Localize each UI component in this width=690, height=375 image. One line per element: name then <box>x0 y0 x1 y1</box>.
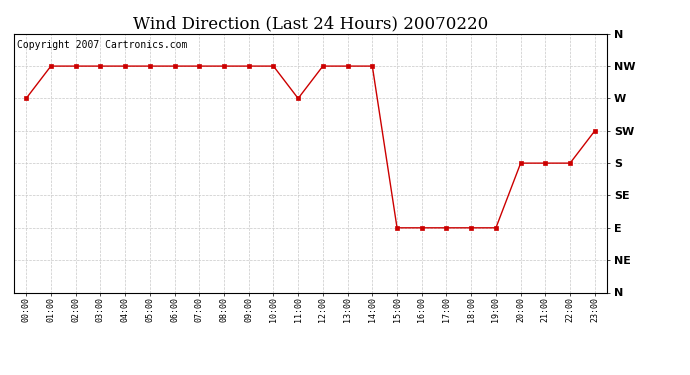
Text: Copyright 2007 Cartronics.com: Copyright 2007 Cartronics.com <box>17 40 187 50</box>
Title: Wind Direction (Last 24 Hours) 20070220: Wind Direction (Last 24 Hours) 20070220 <box>133 15 488 32</box>
